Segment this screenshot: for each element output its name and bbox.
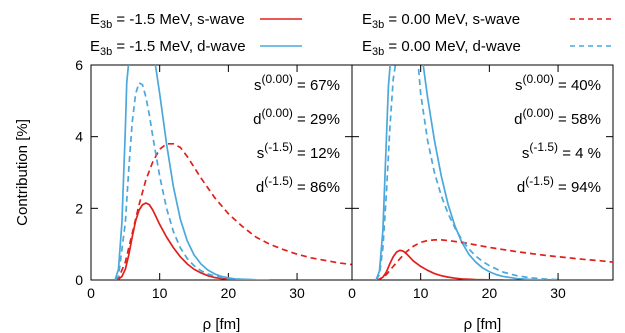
right-x-tick-label: 0 xyxy=(348,285,356,301)
left-series-d-wave-solid xyxy=(114,65,270,280)
right-series-s-wave-solid xyxy=(375,249,504,280)
right-panel: 0 10 20 30 ρ [fm] s(0.00) = 40% d(0.00) = 58% s… xyxy=(348,64,614,333)
right-annotation-1: d(0.00) = 58% xyxy=(514,106,601,128)
left-x-tick-label: 30 xyxy=(289,285,305,301)
left-annotation-3: d(-1.5) = 86% xyxy=(256,174,340,196)
legend-label-1: E3b = -1.5 MeV, d-wave xyxy=(90,38,246,58)
right-x-tick-label: 30 xyxy=(550,285,566,301)
y-axis-label: Contribution [%] xyxy=(14,119,31,226)
left-x-tick-label: 20 xyxy=(221,285,237,301)
right-series-s-wave-dashed xyxy=(375,239,613,280)
left-series-d-wave-dashed xyxy=(114,82,256,280)
left-series-s-wave-dashed xyxy=(114,142,352,280)
left-y-tick-label: 6 xyxy=(75,57,83,73)
legend-label-2: E3b = 0.00 MeV, s-wave xyxy=(362,11,520,31)
legend-label-0: E3b = -1.5 MeV, s-wave xyxy=(90,11,245,31)
legend-label-3: E3b = 0.00 MeV, d-wave xyxy=(362,38,521,58)
left-x-tick-label: 10 xyxy=(152,285,168,301)
left-annotation-1: d(0.00) = 29% xyxy=(253,106,340,128)
left-y-tick-label: 2 xyxy=(75,200,83,216)
left-y-tick-label: 4 xyxy=(75,129,83,145)
left-x-tick-label: 0 xyxy=(87,285,95,301)
right-x-tick-label: 10 xyxy=(413,285,429,301)
left-x-axis-label: ρ [fm] xyxy=(203,316,241,333)
right-annotation-3: d(-1.5) = 94% xyxy=(517,174,601,196)
left-panel: 0 10 20 30 0 2 4 6 ρ [fm] Contribution [%] s(0.00)… xyxy=(14,57,353,333)
left-series-s-wave-solid xyxy=(114,202,243,280)
left-annotation-0: s(0.00) = 67% xyxy=(254,72,340,94)
legend: E3b = -1.5 MeV, s-wave E3b = -1.5 MeV, d-… xyxy=(90,11,612,58)
left-y-tick-label: 0 xyxy=(75,272,83,288)
right-x-axis-label: ρ [fm] xyxy=(464,316,502,333)
left-annotation-2: s(-1.5) = 12% xyxy=(257,140,340,162)
right-annotation-2: s(-1.5) = 4 % xyxy=(522,140,601,162)
right-series-d-wave-dashed xyxy=(375,65,559,280)
right-x-tick-label: 20 xyxy=(482,285,498,301)
right-series-d-wave-solid xyxy=(375,65,545,280)
right-annotation-0: s(0.00) = 40% xyxy=(515,72,601,94)
